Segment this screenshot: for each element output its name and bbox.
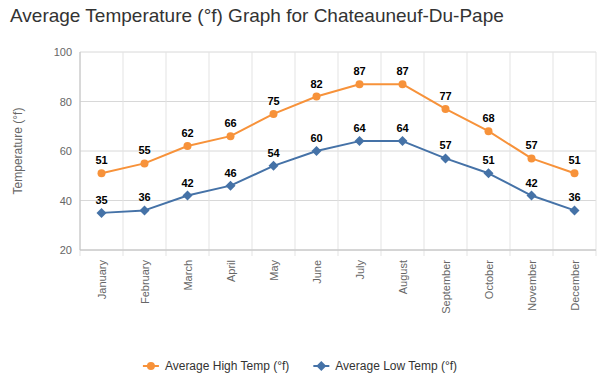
- data-point: [183, 191, 193, 201]
- data-point: [442, 105, 450, 113]
- data-label: 77: [439, 90, 451, 102]
- data-point: [484, 168, 494, 178]
- x-grid-line: [596, 52, 597, 256]
- x-grid-line: [510, 52, 511, 256]
- x-grid-line: [553, 52, 554, 256]
- x-tick-label: January: [96, 260, 108, 300]
- x-tick-label: February: [139, 260, 151, 305]
- y-axis-label: Temperature (°f): [11, 108, 25, 195]
- legend-item: Average Low Temp (°f): [313, 359, 457, 373]
- data-label: 35: [95, 194, 107, 206]
- data-point: [97, 208, 107, 218]
- data-point: [441, 153, 451, 163]
- x-grid-line: [80, 52, 81, 256]
- x-grid-line: [295, 52, 296, 256]
- y-tick-label: 40: [60, 195, 72, 207]
- data-label: 62: [181, 127, 193, 139]
- x-tick-label: July: [354, 260, 366, 280]
- data-label: 46: [224, 167, 236, 179]
- data-point: [485, 127, 493, 135]
- legend-label: Average Low Temp (°f): [335, 359, 457, 373]
- data-label: 87: [353, 65, 365, 77]
- x-grid-line: [252, 52, 253, 256]
- chart-svg: Average Temperature (°f) Graph for Chate…: [0, 0, 600, 386]
- data-point: [355, 136, 365, 146]
- x-tick-label: May: [268, 260, 280, 281]
- data-point: [398, 136, 408, 146]
- data-label: 87: [396, 65, 408, 77]
- data-label: 51: [95, 154, 107, 166]
- x-tick-label: December: [569, 260, 581, 311]
- data-label: 36: [138, 191, 150, 203]
- y-tick-label: 60: [60, 145, 72, 157]
- legend-label: Average High Temp (°f): [165, 359, 289, 373]
- data-label: 64: [396, 122, 409, 134]
- data-label: 55: [138, 144, 150, 156]
- x-axis-line: [80, 250, 596, 251]
- x-grid-line: [381, 52, 382, 256]
- data-label: 51: [568, 154, 580, 166]
- data-label: 42: [181, 177, 193, 189]
- data-point: [528, 154, 536, 162]
- data-point: [312, 146, 322, 156]
- x-tick-label: June: [311, 260, 323, 284]
- series-line: [102, 84, 575, 173]
- x-tick-label: September: [440, 260, 452, 314]
- data-label: 51: [482, 154, 494, 166]
- data-point: [184, 142, 192, 150]
- x-tick-label: November: [526, 260, 538, 311]
- data-point: [571, 169, 579, 177]
- data-point: [399, 80, 407, 88]
- x-grid-line: [338, 52, 339, 256]
- y-grid-line: [80, 250, 596, 251]
- data-point: [226, 181, 236, 191]
- data-point: [98, 169, 106, 177]
- data-labels: 51 55 62 66 75 82 87 87 77 68 57 51 35 36 42 46 54 60 64 64…: [95, 65, 580, 206]
- y-axis-line: [80, 52, 81, 250]
- data-point: [313, 93, 321, 101]
- data-point: [227, 132, 235, 140]
- x-tick-label: March: [182, 260, 194, 291]
- data-label: 68: [482, 112, 494, 124]
- series-line: [102, 141, 575, 213]
- x-grid-line: [467, 52, 468, 256]
- data-label: 60: [310, 132, 322, 144]
- y-tick-label: 100: [54, 46, 72, 58]
- data-label: 57: [525, 139, 537, 151]
- x-tick-label: October: [483, 260, 495, 299]
- legend: Average High Temp (°f) Average Low Temp (…: [143, 359, 457, 373]
- data-label: 54: [267, 147, 280, 159]
- data-label: 75: [267, 95, 279, 107]
- data-label: 36: [568, 191, 580, 203]
- y-tick-label: 20: [60, 244, 72, 256]
- legend-item: Average High Temp (°f): [143, 359, 289, 373]
- data-point: [141, 159, 149, 167]
- y-tick-label: 80: [60, 96, 72, 108]
- plot-area: [97, 80, 580, 218]
- x-tick-label: August: [397, 260, 409, 294]
- data-point: [356, 80, 364, 88]
- legend-marker: [316, 361, 326, 371]
- chart-title: Average Temperature (°f) Graph for Chate…: [10, 5, 504, 26]
- chart-container: Average Temperature (°f) Graph for Chate…: [0, 0, 600, 386]
- data-point: [269, 161, 279, 171]
- data-label: 42: [525, 177, 537, 189]
- data-point: [270, 110, 278, 118]
- x-grid-line: [209, 52, 210, 256]
- data-label: 82: [310, 78, 322, 90]
- data-point: [140, 205, 150, 215]
- x-grid-line: [424, 52, 425, 256]
- data-point: [570, 205, 580, 215]
- x-tick-label: April: [225, 260, 237, 282]
- legend-marker: [147, 362, 155, 370]
- data-label: 57: [439, 139, 451, 151]
- data-point: [527, 191, 537, 201]
- x-grid-line: [123, 52, 124, 256]
- data-label: 66: [224, 117, 236, 129]
- data-label: 64: [353, 122, 366, 134]
